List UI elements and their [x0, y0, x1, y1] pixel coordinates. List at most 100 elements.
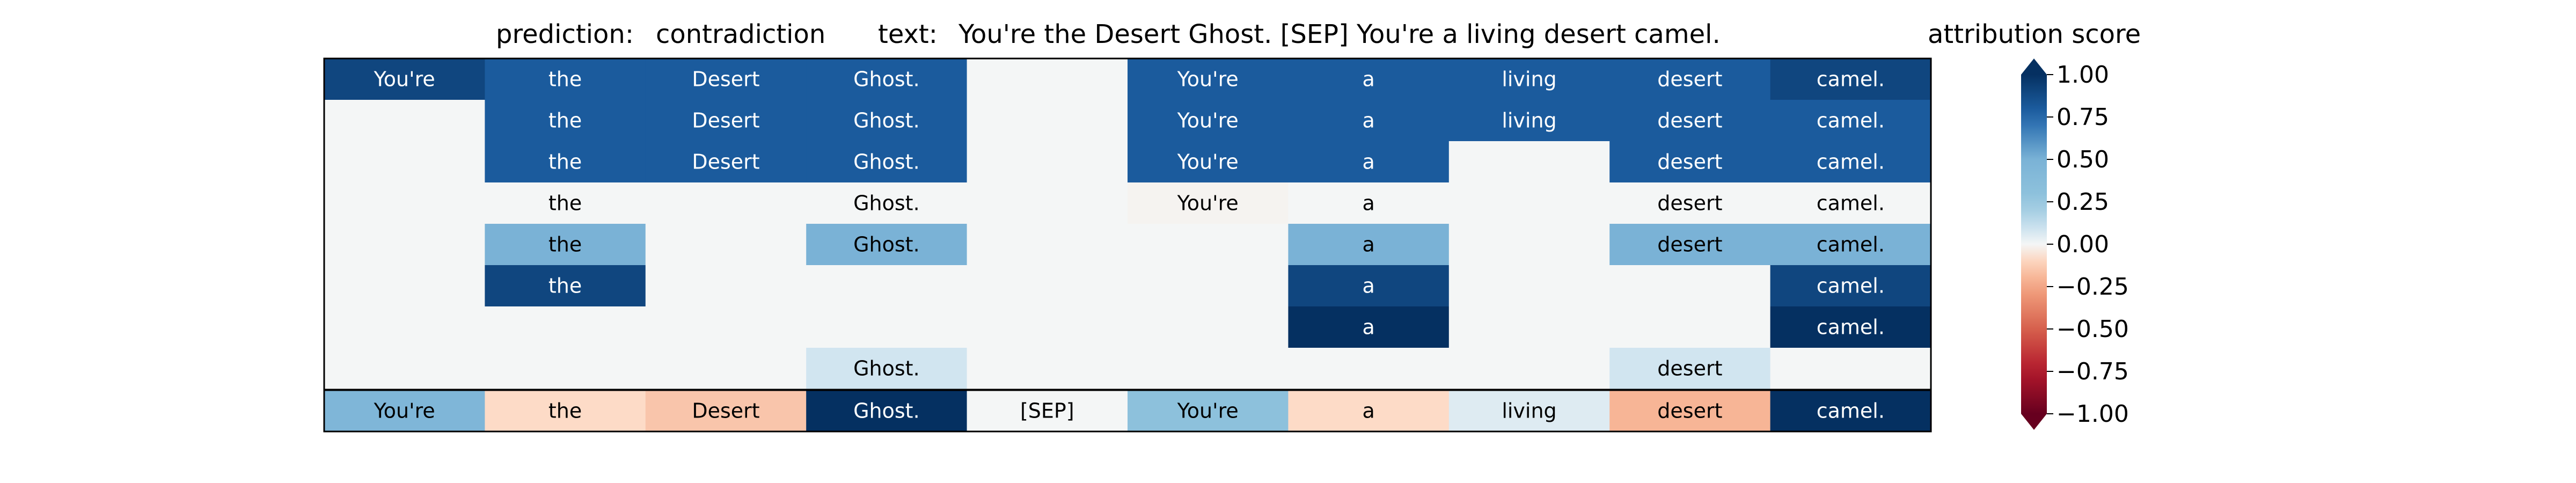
colorbar-tick-label: −0.50	[2057, 316, 2129, 343]
heatmap-cell	[324, 265, 485, 307]
summary-cell	[806, 390, 968, 432]
heatmap-cell-label: camel.	[1817, 274, 1885, 298]
heatmap-cell	[1288, 348, 1450, 390]
summary-cell	[1128, 390, 1289, 432]
heatmap-cell-label: desert	[1657, 233, 1722, 257]
heatmap-cell	[324, 348, 485, 390]
heatmap-cell	[1770, 224, 1931, 266]
attribution-heatmap: You're the Desert Ghost. You're a living desert…	[324, 58, 1931, 432]
heatmap-cell	[324, 182, 485, 224]
heatmap-cell	[645, 100, 807, 142]
heatmap-cell	[1770, 100, 1931, 142]
summary-cell	[645, 390, 807, 432]
summary-cell-label: a	[1362, 399, 1374, 423]
heatmap-cell	[1128, 141, 1289, 183]
colorbar-tick-label: −0.25	[2057, 273, 2129, 301]
heatmap-cell	[645, 141, 807, 183]
summary-cell	[1448, 390, 1610, 432]
heatmap-cell-label: desert	[1657, 192, 1722, 215]
summary-cell-label: You're	[374, 399, 435, 423]
heatmap-cell-label: the	[548, 109, 582, 133]
heatmap-cell	[1128, 58, 1289, 100]
heatmap-cell-label: desert	[1657, 68, 1722, 91]
prediction-value: contradiction	[656, 19, 825, 49]
summary-cell-label: [SEP]	[1020, 399, 1074, 423]
heatmap-cell-label: desert	[1657, 150, 1722, 174]
heatmap-cell	[1128, 265, 1289, 307]
heatmap-cell-label: a	[1362, 109, 1374, 133]
heatmap-cell-label: camel.	[1817, 192, 1885, 215]
heatmap-cell-label: You're	[1177, 192, 1239, 215]
colorbar-tick-label: 0.00	[2057, 231, 2109, 258]
heatmap-cell	[967, 58, 1128, 100]
colorbar-title: attribution score	[1928, 19, 2141, 49]
heatmap-cell	[1609, 58, 1771, 100]
heatmap-cell-label: living	[1502, 109, 1556, 133]
heatmap-cell	[485, 182, 646, 224]
heatmap-cell	[1609, 141, 1771, 183]
summary-cell-label: You're	[1177, 399, 1239, 423]
heatmap-cell	[1448, 182, 1610, 224]
heatmap-cell	[645, 58, 807, 100]
heatmap-cell-label: Desert	[692, 150, 759, 174]
heatmap-cell	[324, 306, 485, 348]
heatmap-cell	[1448, 58, 1610, 100]
heatmap-cell	[485, 348, 646, 390]
heatmap-cell	[806, 182, 968, 224]
heatmap-cell-label: camel.	[1817, 150, 1885, 174]
heatmap-cell	[1128, 224, 1289, 266]
heatmap-cell-label: Ghost.	[853, 357, 920, 380]
summary-cell	[485, 390, 646, 432]
heatmap-cell	[324, 141, 485, 183]
summary-cell-label: desert	[1657, 399, 1722, 423]
heatmap-cell-label: living	[1502, 68, 1556, 91]
summary-cell-label: camel.	[1817, 399, 1885, 423]
text-label: text:	[878, 19, 938, 49]
summary-cell	[1770, 390, 1931, 432]
summary-cell	[967, 390, 1128, 432]
heatmap-cell	[1770, 141, 1931, 183]
heatmap-cell	[806, 265, 968, 307]
heatmap-cell-label: Ghost.	[853, 192, 920, 215]
heatmap-cell-label: Ghost.	[853, 150, 920, 174]
heatmap-cell	[1448, 348, 1610, 390]
summary-cell-label: Desert	[692, 399, 759, 423]
heatmap-cell	[967, 265, 1128, 307]
heatmap-cell-label: camel.	[1817, 233, 1885, 257]
heatmap-cell	[1448, 306, 1610, 348]
heatmap-cell	[645, 348, 807, 390]
prediction-label: prediction:	[496, 19, 634, 49]
heatmap-cell	[1609, 224, 1771, 266]
heatmap-cell	[1288, 265, 1450, 307]
heatmap-cell-label: a	[1362, 233, 1374, 257]
heatmap-cell	[806, 100, 968, 142]
summary-cell-label: Ghost.	[853, 399, 920, 423]
heatmap-cell-label: You're	[374, 68, 435, 91]
heatmap-cell-label: a	[1362, 68, 1374, 91]
heatmap-cell	[967, 306, 1128, 348]
heatmap-cell-label: You're	[1177, 68, 1239, 91]
heatmap-cell	[806, 141, 968, 183]
heatmap-cell-label: the	[548, 68, 582, 91]
heatmap-cell	[485, 58, 646, 100]
heatmap-cell-label: the	[548, 150, 582, 174]
heatmap-cell	[1609, 265, 1771, 307]
heatmap-cell	[1770, 348, 1931, 390]
heatmap-cell	[1770, 306, 1931, 348]
heatmap-cell	[1128, 348, 1289, 390]
heatmap-cell	[1288, 306, 1450, 348]
heatmap-cell	[967, 348, 1128, 390]
heatmap-cell	[806, 348, 968, 390]
colorbar-tick-label: 0.50	[2057, 146, 2109, 173]
heatmap-cell-label: a	[1362, 274, 1374, 298]
heatmap-cell-label: the	[548, 274, 582, 298]
heatmap-cell	[967, 224, 1128, 266]
heatmap-cell-label: a	[1362, 192, 1374, 215]
colorbar-tick-label: −1.00	[2057, 400, 2129, 428]
heatmap-cell	[645, 306, 807, 348]
heatmap-cell-label: Ghost.	[853, 68, 920, 91]
colorbar-tick-label: 0.75	[2057, 104, 2109, 131]
heatmap-cell-label: a	[1362, 316, 1374, 339]
heatmap-cell-label: the	[548, 192, 582, 215]
colorbar-extend-bottom	[2021, 414, 2047, 430]
